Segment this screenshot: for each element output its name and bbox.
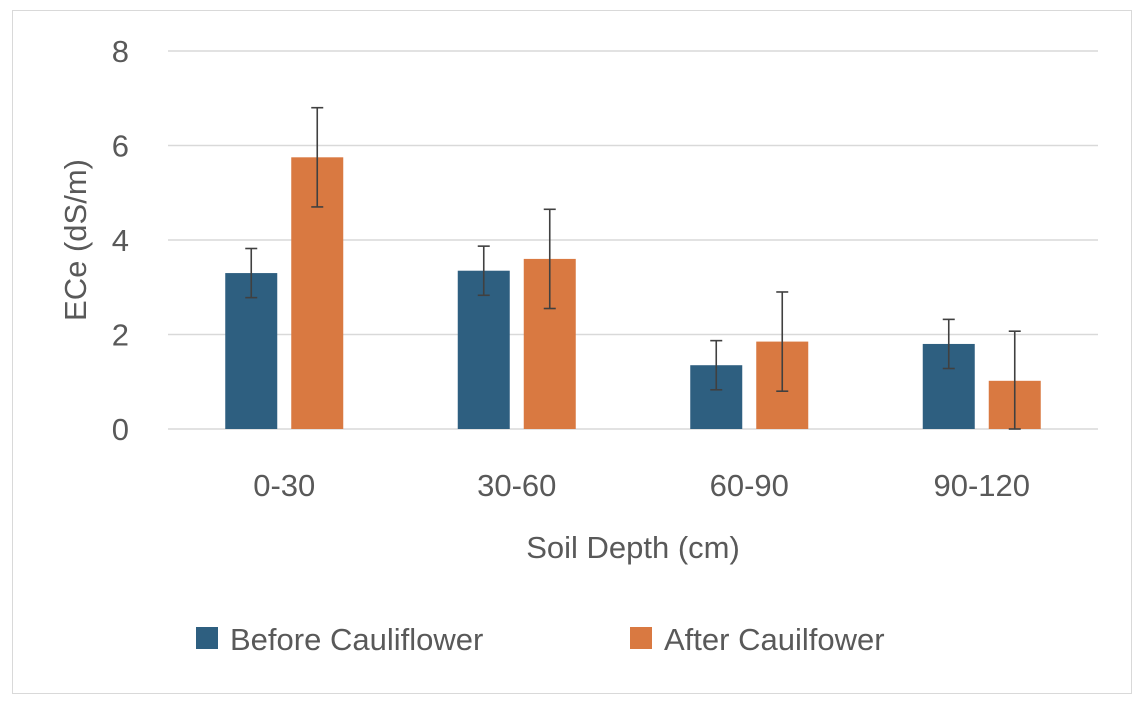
error-bar-after-90-120: [1008, 330, 1021, 430]
x-axis-title: Soil Depth (cm): [526, 530, 740, 565]
legend-swatch-before: [196, 627, 218, 649]
x-axis-ticks: 0-30 30-60 60-90 90-120: [253, 468, 1030, 503]
x-tick-label: 60-90: [710, 468, 789, 503]
error-bar-after-30-60: [543, 208, 556, 310]
error-bars: [245, 106, 1021, 430]
y-tick-label: 0: [112, 412, 129, 447]
error-bar-before-0-30: [245, 247, 258, 299]
y-tick-label: 2: [112, 318, 129, 353]
legend: Before Cauliflower After Cauilfower: [196, 622, 885, 657]
legend-label-after: After Cauilfower: [664, 622, 885, 657]
error-bar-after-0-30: [311, 106, 324, 208]
bar-before-30-60: [457, 270, 510, 429]
y-axis-title: ECe (dS/m): [58, 159, 93, 321]
y-tick-label: 8: [112, 34, 129, 69]
legend-label-before: Before Cauliflower: [230, 622, 483, 657]
error-bar-before-60-90: [710, 339, 723, 391]
bar-before-0-30: [225, 273, 278, 429]
legend-swatch-after: [630, 627, 652, 649]
x-tick-label: 0-30: [253, 468, 315, 503]
bars: [225, 157, 1041, 429]
x-tick-label: 30-60: [477, 468, 556, 503]
y-tick-label: 6: [112, 129, 129, 164]
y-tick-label: 4: [112, 223, 129, 258]
x-tick-label: 90-120: [933, 468, 1030, 503]
error-bar-before-90-120: [942, 318, 955, 370]
error-bar-before-30-60: [477, 245, 490, 297]
error-bar-after-60-90: [776, 291, 789, 393]
y-axis-ticks: 0 2 4 6 8: [112, 34, 129, 447]
